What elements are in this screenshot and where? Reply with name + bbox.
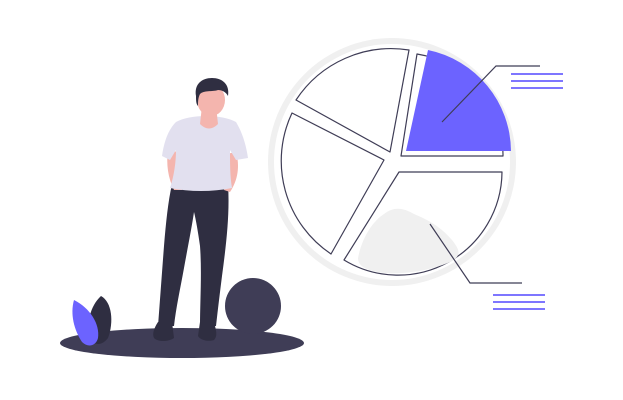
callout-bottom-right	[429, 223, 545, 310]
plant-icon	[72, 296, 112, 346]
ball-icon	[225, 278, 281, 334]
pie-chart-icon	[268, 38, 563, 310]
person-shirt	[162, 116, 248, 191]
person-shoe-left	[153, 322, 174, 341]
pie-slice-accent	[406, 50, 511, 151]
callout-leader-top	[441, 65, 540, 123]
callout-top-right	[441, 65, 563, 123]
plant-leaf-accent	[72, 300, 99, 346]
pie-slice-left	[280, 112, 385, 255]
pie-slice-bottom-shade	[358, 208, 459, 274]
person-pants	[158, 184, 229, 326]
pie-slice-top-left	[295, 48, 410, 153]
person-icon	[153, 78, 248, 341]
ground-shadow	[60, 328, 304, 358]
person-head	[197, 84, 225, 116]
person-hair	[195, 78, 229, 106]
person-shoe-right	[198, 322, 217, 341]
callout-leader-bottom	[429, 223, 522, 284]
